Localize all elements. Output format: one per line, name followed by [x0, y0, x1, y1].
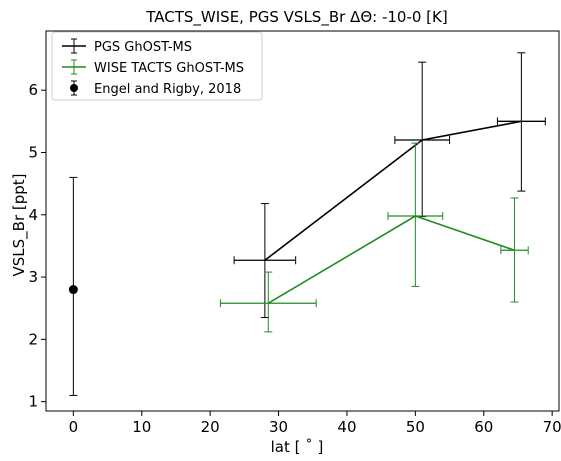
plot-area	[68, 52, 546, 396]
legend-label: WISE TACTS GhOST-MS	[94, 61, 244, 76]
x-tick-label: 50	[406, 418, 425, 436]
y-tick-label: 6	[28, 81, 38, 99]
y-tick-label: 3	[28, 268, 38, 286]
legend-label: Engel and Rigby, 2018	[94, 82, 241, 97]
x-tick-label: 30	[269, 418, 288, 436]
x-tick-label: 10	[132, 418, 151, 436]
legend: PGS GhOST-MS WISE TACTS GhOST-MS Engel and…	[51, 31, 263, 101]
y-tick-label: 5	[28, 143, 38, 161]
legend-label: PGS GhOST-MS	[94, 40, 192, 55]
chart-title: TACTS_WISE, PGS VSLS_Br ΔΘ: -10-0 [K]	[145, 8, 447, 27]
plot-frame	[45, 30, 560, 412]
y-axis-label: VSLS_Br [ppt]	[10, 173, 29, 276]
y-tick-label: 4	[28, 206, 38, 224]
series-1	[219, 142, 529, 333]
series-2	[68, 176, 78, 396]
y-tick-label: 1	[28, 393, 38, 411]
x-tick-label: 60	[474, 418, 493, 436]
y-axis: 1 2 3 4 5 6	[28, 81, 46, 411]
x-tick-label: 40	[337, 418, 356, 436]
data-point	[68, 285, 78, 295]
legend-item: PGS GhOST-MS	[62, 38, 192, 55]
legend-item: WISE TACTS GhOST-MS	[62, 59, 244, 76]
x-tick-label: 0	[69, 418, 79, 436]
y-tick-label: 2	[28, 330, 38, 348]
x-axis: 0 10 20 30 40 50 60 70	[69, 411, 561, 436]
legend-box	[51, 31, 263, 101]
x-tick-label: 20	[201, 418, 220, 436]
legend-item: Engel and Rigby, 2018	[70, 80, 241, 97]
legend-marker	[70, 84, 78, 92]
x-axis-label: lat [ ˚ ]	[271, 438, 324, 456]
x-tick-label: 70	[543, 418, 561, 436]
